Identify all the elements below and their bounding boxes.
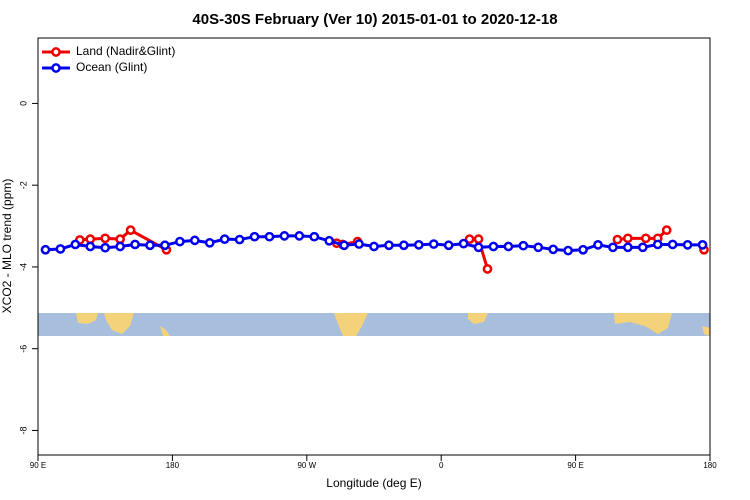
data-point [189, 235, 200, 246]
land-map [334, 313, 368, 336]
land-map [702, 326, 710, 336]
legend-label: Land (Nadir&Glint) [76, 44, 175, 58]
data-point [204, 237, 215, 248]
data-point [482, 264, 493, 274]
legend-label: Ocean (Glint) [76, 60, 147, 74]
data-point [279, 231, 290, 241]
data-point [249, 231, 260, 242]
data-point [55, 244, 66, 254]
x-tick-label: 180 [703, 461, 717, 470]
data-point [100, 233, 111, 244]
data-point [667, 239, 678, 250]
data-point [682, 240, 693, 250]
ocean-map [38, 313, 710, 336]
y-tick-label: -2 [18, 181, 28, 189]
data-point [533, 242, 544, 253]
data-point [458, 238, 469, 249]
legend-marker [51, 63, 61, 73]
data-point [593, 240, 603, 250]
data-point [234, 234, 245, 245]
data-point [464, 234, 475, 244]
data-point [473, 234, 484, 244]
data-point [175, 236, 185, 247]
data-point [608, 242, 618, 253]
data-point [473, 242, 484, 253]
data-point [40, 244, 51, 255]
plot-frame [37, 37, 711, 456]
data-point [369, 241, 379, 252]
land-map [76, 313, 98, 324]
data-point [219, 234, 230, 244]
data-point [70, 239, 81, 250]
land-map [104, 313, 134, 334]
x-axis-label: Longitude (deg E) [326, 476, 421, 490]
data-point [339, 240, 349, 251]
data-point [115, 241, 125, 252]
land-map [160, 326, 170, 336]
data-point [85, 241, 96, 252]
chart-title: 40S-30S February (Ver 10) 2015-01-01 to … [192, 11, 557, 28]
data-point [413, 240, 424, 250]
data-point [264, 231, 275, 242]
y-axis-label: XCO2 - MLO trend (ppm) [0, 179, 14, 314]
data-point [324, 235, 335, 246]
data-point [548, 244, 559, 255]
data-point [623, 242, 633, 253]
data-point [640, 233, 651, 244]
x-tick-label: 180 [166, 461, 180, 470]
land-map [614, 313, 672, 334]
data-point [384, 240, 394, 251]
data-point [697, 240, 708, 250]
data-point [518, 240, 529, 251]
data-point [399, 240, 409, 251]
data-point [563, 245, 573, 256]
legend-marker [51, 47, 61, 57]
data-point [443, 240, 454, 251]
data-point [503, 241, 514, 252]
data-point [145, 240, 155, 251]
map-strip [38, 313, 710, 336]
x-tick-label: 90 W [297, 461, 316, 470]
data-point [294, 231, 305, 241]
data-point [309, 231, 320, 242]
y-tick-label: -8 [18, 426, 28, 434]
data-point [130, 239, 140, 250]
data-point [661, 225, 672, 235]
data-point [652, 239, 663, 250]
data-point [125, 225, 136, 235]
y-tick-label: 0 [18, 101, 28, 106]
data-point [623, 233, 633, 244]
x-tick-label: 90 E [567, 461, 583, 470]
data-point [637, 242, 648, 253]
y-tick-label: -4 [18, 263, 28, 271]
land-map [468, 313, 488, 324]
data-point [354, 239, 364, 249]
data-point [578, 244, 588, 255]
data-point [160, 240, 170, 251]
x-tick-label: 0 [439, 461, 444, 470]
data-point [100, 242, 111, 253]
data-point [488, 241, 499, 252]
data-point [428, 239, 439, 249]
data-point [612, 234, 623, 245]
x-tick-label: 90 E [30, 461, 46, 470]
y-tick-label: -6 [18, 345, 28, 353]
